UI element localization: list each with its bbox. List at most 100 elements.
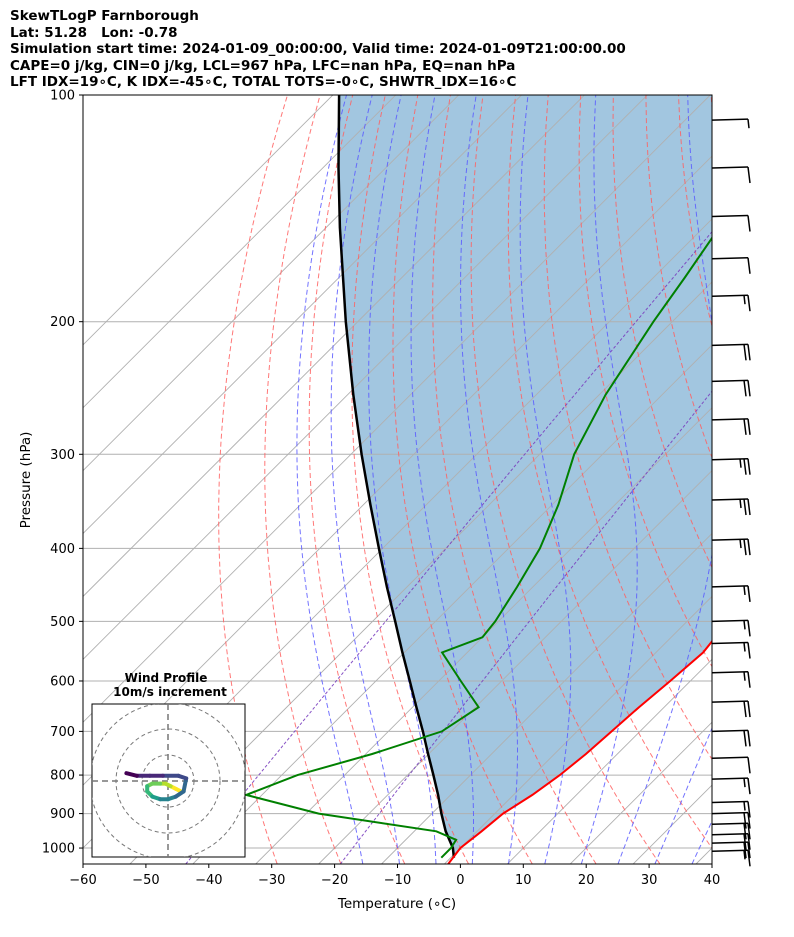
x-tick-label: −60 bbox=[69, 873, 96, 888]
moist-adiabat bbox=[410, 95, 474, 864]
moist-adiabat bbox=[330, 95, 400, 864]
x-tick-label: 0 bbox=[456, 873, 464, 888]
isotherm-line bbox=[318, 470, 712, 864]
barb-flag bbox=[747, 380, 751, 397]
moist-adiabat bbox=[519, 95, 572, 864]
x-tick-label: 40 bbox=[704, 873, 721, 888]
barb-staff bbox=[711, 729, 749, 733]
barb-flag bbox=[747, 257, 751, 274]
barb-flag bbox=[743, 823, 747, 840]
barb-flag bbox=[747, 215, 751, 232]
barb-half bbox=[743, 850, 746, 860]
wind-barbs bbox=[711, 118, 751, 867]
barb-flag bbox=[743, 458, 747, 475]
barb-staff bbox=[711, 619, 749, 623]
hodograph-segment bbox=[181, 776, 189, 794]
wind-barb bbox=[711, 118, 750, 129]
wind-barb bbox=[711, 257, 751, 274]
x-tick-label: −30 bbox=[258, 873, 285, 888]
dry-adiabat bbox=[578, 95, 712, 668]
isotherm-line bbox=[83, 95, 397, 409]
wind-barb bbox=[711, 849, 751, 867]
barb-staff bbox=[711, 756, 749, 760]
barb-flag bbox=[747, 801, 751, 818]
barb-flag bbox=[747, 700, 751, 718]
isotherm-line bbox=[255, 407, 712, 864]
wind-barb bbox=[711, 498, 751, 516]
dry-adiabat bbox=[432, 95, 597, 864]
isotherm-line bbox=[83, 95, 585, 598]
isotherm-line bbox=[507, 658, 712, 864]
inset-subtitle: 10m/s increment bbox=[113, 685, 227, 699]
barb-flag bbox=[747, 812, 751, 829]
barb-staff bbox=[711, 832, 749, 836]
barb-half bbox=[743, 642, 746, 652]
barb-flag bbox=[743, 700, 747, 718]
cape-area bbox=[338, 95, 712, 864]
barb-staff bbox=[711, 343, 749, 347]
barb-staff bbox=[711, 118, 749, 121]
barb-flag bbox=[743, 842, 747, 859]
barb-flag bbox=[747, 539, 751, 556]
wind-barb bbox=[711, 832, 751, 850]
barb-staff bbox=[711, 841, 749, 844]
dry-adiabat bbox=[507, 95, 712, 849]
chart-header: SkewTLogP Farnborough Lat: 51.28 Lon: -0… bbox=[10, 8, 626, 91]
barb-staff bbox=[711, 811, 749, 815]
moist-adiabat bbox=[460, 95, 518, 864]
parcel-profile-line bbox=[337, 95, 456, 858]
isotherm-line bbox=[129, 281, 712, 864]
dry-adiabats bbox=[218, 95, 794, 864]
barb-staff bbox=[711, 585, 749, 588]
y-axis-ticks: 100 200 300 400 500 600 700 800 900 1000 bbox=[42, 89, 83, 857]
x-tick-label: −50 bbox=[132, 873, 159, 888]
wind-barb bbox=[711, 841, 751, 859]
wind-barb bbox=[711, 729, 751, 747]
x-tick-label: −40 bbox=[195, 873, 222, 888]
barb-half bbox=[743, 585, 746, 595]
y-tick-label: 1000 bbox=[42, 842, 75, 857]
dry-adiabat bbox=[744, 95, 794, 864]
isotherm-line bbox=[83, 95, 648, 660]
barb-staff bbox=[711, 822, 749, 826]
x-tick-label: 30 bbox=[641, 873, 658, 888]
isotherm-line bbox=[381, 532, 712, 864]
temperature-line bbox=[447, 639, 712, 864]
wind-barb bbox=[711, 619, 751, 637]
dewpoint-line bbox=[242, 236, 712, 859]
title-indices-1: CAPE=0 j/kg, CIN=0 j/kg, LCL=967 hPa, LF… bbox=[10, 57, 516, 74]
barb-flag bbox=[747, 757, 751, 774]
moist-adiabat bbox=[654, 726, 712, 864]
barb-staff bbox=[711, 777, 749, 780]
wind-barb bbox=[711, 294, 751, 312]
barb-flag bbox=[747, 778, 751, 795]
barb-flag bbox=[747, 166, 751, 184]
barb-half bbox=[739, 458, 742, 468]
barb-staff bbox=[711, 214, 749, 218]
moist-adiabat bbox=[580, 95, 638, 864]
dry-adiabat bbox=[470, 95, 661, 864]
dry-adiabat bbox=[776, 95, 794, 864]
wind-barb bbox=[711, 457, 751, 475]
barb-staff bbox=[711, 700, 749, 703]
barb-flag bbox=[743, 418, 747, 435]
barb-flag bbox=[747, 823, 751, 840]
wind-barb bbox=[711, 641, 751, 659]
moist-adiabat bbox=[368, 95, 437, 864]
mixing-ratio-line bbox=[340, 390, 712, 864]
dry-adiabat bbox=[264, 95, 342, 864]
x-tick-label: 20 bbox=[578, 873, 595, 888]
x-tick-label: −10 bbox=[384, 873, 411, 888]
hodograph-segment bbox=[124, 771, 139, 778]
y-tick-label: 600 bbox=[50, 674, 75, 689]
isotherm-line bbox=[569, 721, 712, 864]
barb-flag bbox=[747, 498, 751, 516]
wind-barb bbox=[711, 538, 751, 556]
barb-flag bbox=[747, 671, 751, 688]
barb-staff bbox=[711, 670, 749, 674]
barb-staff bbox=[711, 379, 749, 383]
barb-staff bbox=[711, 418, 749, 421]
dry-adiabat bbox=[218, 95, 288, 864]
wind-barb bbox=[711, 214, 751, 232]
dry-adiabat bbox=[351, 95, 470, 864]
